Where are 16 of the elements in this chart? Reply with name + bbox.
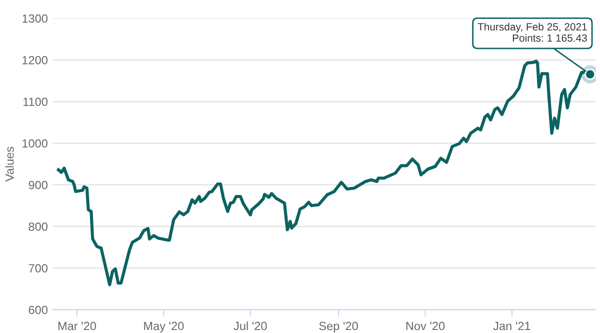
y-tick-label: 1100 <box>23 98 48 106</box>
y-tick-label: 1000 <box>22 139 48 148</box>
x-tick-label: Nov '20 <box>406 322 445 330</box>
x-tick-label: Jul '20 <box>234 321 267 330</box>
y-tick-label: 800 <box>28 222 48 231</box>
y-tick-label: 1300 <box>22 14 48 23</box>
y-tick-label: 700 <box>28 264 48 272</box>
x-tick-label: May '20 <box>144 322 184 332</box>
y-axis-title: Values <box>5 146 14 182</box>
annotation: Thursday, Feb 25, 2021 Points: 1 165.43 <box>478 22 587 42</box>
x-tick-label: Jan '21 <box>493 322 530 330</box>
x-tick-label: Mar '20 <box>58 322 96 330</box>
x-tick-label: Sep '20 <box>319 322 358 332</box>
y-tick-label: 600 <box>28 306 48 314</box>
y-tick-label: 1200 <box>22 56 48 64</box>
y-tick-label: 900 <box>28 180 48 190</box>
